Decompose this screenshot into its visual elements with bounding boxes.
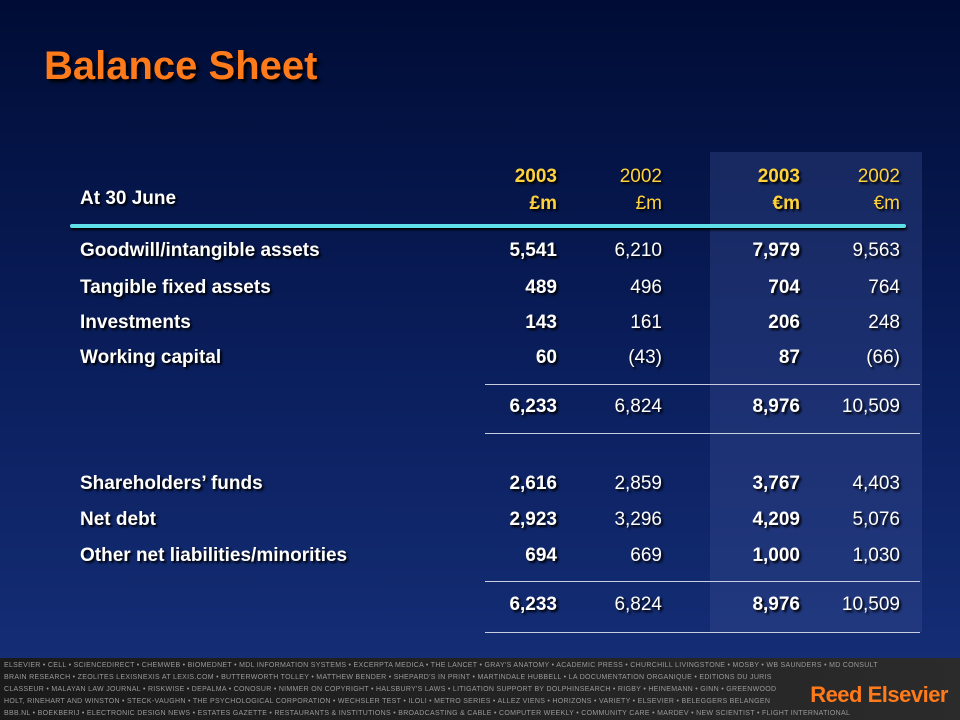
column-unit: £m [635,193,662,214]
header-rule [70,224,906,228]
title: Balance Sheet [44,44,318,88]
row-label: Investments [80,312,191,333]
total-cell: 10,509 [841,396,900,417]
footer-brands: BRAIN RESEARCH • ZEOLITES LEXISNEXIS AT … [4,674,772,681]
footer-brands: ELSEVIER • CELL • SCIENCEDIRECT • CHEMWE… [4,662,878,669]
total-cell: 6,233 [509,594,557,615]
cell: 3,767 [752,473,800,494]
total-cell: 6,824 [614,396,662,417]
column-unit: €m [873,193,900,214]
cell: 60 [535,347,557,368]
cell: 1,030 [852,545,900,566]
cell: (43) [628,347,662,368]
cell: 4,209 [752,509,800,530]
total-cell: 6,824 [614,594,662,615]
cell: 496 [630,277,662,298]
row-label: Other net liabilities/minorities [80,545,348,566]
total-cell: 10,509 [841,594,900,615]
stub-header: At 30 June [80,188,177,209]
cell: 4,403 [852,473,900,494]
cell: 1,000 [752,545,800,566]
total-cell: 8,976 [752,594,800,615]
footer-band [0,658,960,720]
cell: 669 [630,545,662,566]
logo: Reed Elsevier [810,682,948,707]
footer-brands: CLASSEUR • MALAYAN LAW JOURNAL • RISKWIS… [4,686,777,693]
column-year: 2002 [857,166,900,187]
cell: 764 [868,277,900,298]
rule [485,384,920,385]
cell: 161 [630,312,662,333]
rule [485,632,920,633]
cell: (66) [866,347,900,368]
row-label: Net debt [80,509,156,530]
row-label: Working capital [80,347,222,368]
cell: 704 [768,277,800,298]
cell: 694 [525,545,557,566]
footer-brands: BBB.NL • BOEKBERIJ • ELECTRONIC DESIGN N… [4,710,851,717]
column-unit: £m [529,193,557,214]
cell: 2,923 [509,509,557,530]
footer-brands: HOLT, RINEHART AND WINSTON • STECK-VAUGH… [4,698,771,705]
cell: 6,210 [614,240,662,261]
row-label: Tangible fixed assets [80,277,271,298]
cell: 7,979 [752,240,800,261]
row-label: Shareholders’ funds [80,473,263,494]
rule [485,433,920,434]
cell: 143 [525,312,557,333]
column-unit: €m [772,193,800,214]
cell: 206 [768,312,800,333]
cell: 2,616 [509,473,557,494]
column-year: 2003 [514,166,557,187]
column-year: 2002 [619,166,662,187]
cell: 9,563 [852,240,900,261]
euro-panel [710,152,922,632]
total-cell: 6,233 [509,396,557,417]
cell: 2,859 [614,473,662,494]
cell: 5,541 [509,240,557,261]
total-cell: 8,976 [752,396,800,417]
rule [485,581,920,582]
row-label: Goodwill/intangible assets [80,240,320,261]
column-year: 2003 [757,166,800,187]
cell: 87 [778,347,800,368]
cell: 3,296 [614,509,662,530]
cell: 248 [868,312,900,333]
cell: 489 [525,277,557,298]
cell: 5,076 [852,509,900,530]
